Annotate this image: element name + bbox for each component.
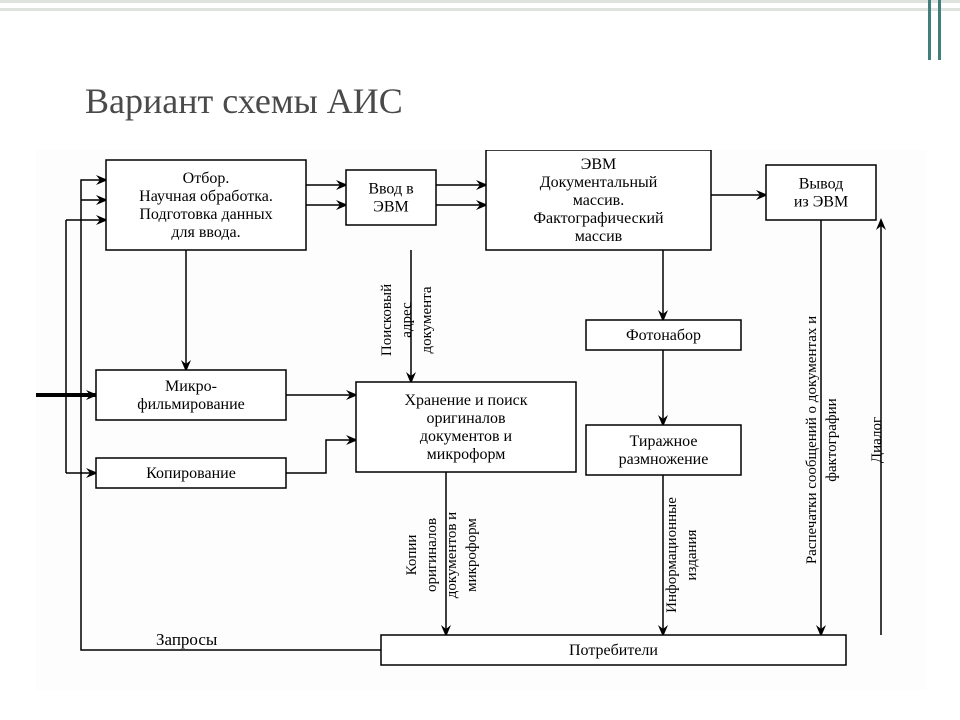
v-label: Копии [404,535,420,576]
side-rule-2 [938,0,941,60]
node-label: фильмирование [137,396,245,413]
node-n4 [766,165,876,220]
v-label: документа [419,286,435,353]
flowchart: Отбор.Научная обработка.Подготовка данны… [36,150,926,690]
v-label: микроформ [464,518,480,592]
node-label: Копирование [146,465,236,482]
v-label: фактографии [824,398,840,481]
node-label: ЭВМ [373,199,408,216]
v-label: адрес [399,302,415,338]
node-label: для ввода. [171,224,240,241]
node-label: Вывод [799,176,844,193]
node-n2 [346,170,436,225]
node-label: массив [575,228,623,245]
node-label: Фактографический [533,210,664,227]
page-title: Вариант схемы АИС [85,80,403,122]
node-label: оригиналов [426,410,505,427]
v-label: оригиналов [424,518,440,592]
v-label: документов и [444,512,460,598]
node-label: ЭВМ [581,156,616,173]
node-label: Документальный [540,174,658,191]
top-rule-1 [0,0,960,3]
node-label: Микро- [165,378,217,395]
node-label: микроформ [427,446,506,463]
node-label: Фотонабор [626,327,701,344]
h-label: Запросы [156,630,218,649]
v-label: издания [684,529,700,580]
side-rule-1 [928,0,931,60]
node-label: Потребители [569,642,658,659]
node-label: Подготовка данных [139,206,272,223]
node-label: из ЭВМ [794,194,848,211]
node-label: Ввод в [368,181,414,198]
node-label: документов и [420,428,513,445]
edge [286,440,356,473]
node-label: массив. [573,192,624,209]
node-label: Хранение и поиск [404,392,527,409]
diagram-frame: Отбор.Научная обработка.Подготовка данны… [36,150,926,690]
node-label: размножение [619,451,709,468]
v-label: Диалог [869,417,885,463]
top-rule-2 [0,8,960,11]
v-label: Поисковый [379,284,395,356]
v-label: Распечатки сообщений о документах и [804,316,820,564]
node-label: Отбор. [183,170,230,187]
node-label: Научная обработка. [139,188,273,205]
node-label: Тиражное [630,433,698,450]
v-label: Информационные [664,497,680,613]
